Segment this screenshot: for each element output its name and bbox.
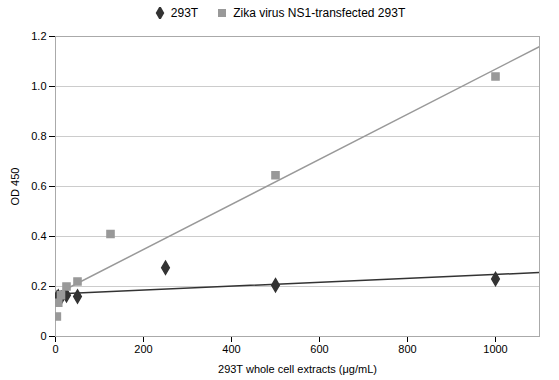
svg-text:200: 200 xyxy=(134,343,152,355)
svg-text:600: 600 xyxy=(310,343,328,355)
svg-text:0.2: 0.2 xyxy=(31,280,46,292)
svg-text:800: 800 xyxy=(398,343,416,355)
svg-text:0: 0 xyxy=(52,343,58,355)
html-text:293T: 293T xyxy=(170,6,199,20)
html-text:Zika virus NS1-transfected 293: Zika virus NS1-transfected 293T xyxy=(233,6,406,20)
svg-text:0.8: 0.8 xyxy=(31,130,46,142)
svg-text:OD 450: OD 450 xyxy=(9,168,21,206)
svg-text:400: 400 xyxy=(222,343,240,355)
svg-text:0.6: 0.6 xyxy=(31,180,46,192)
svg-text:0.4: 0.4 xyxy=(31,230,46,242)
svg-text:1.0: 1.0 xyxy=(31,80,46,92)
svg-text:1000: 1000 xyxy=(483,343,507,355)
svg-text:293T whole cell extracts (μg/m: 293T whole cell extracts (μg/mL) xyxy=(218,363,377,375)
svg-text:0: 0 xyxy=(40,330,46,342)
svg-text:1.2: 1.2 xyxy=(31,30,46,42)
